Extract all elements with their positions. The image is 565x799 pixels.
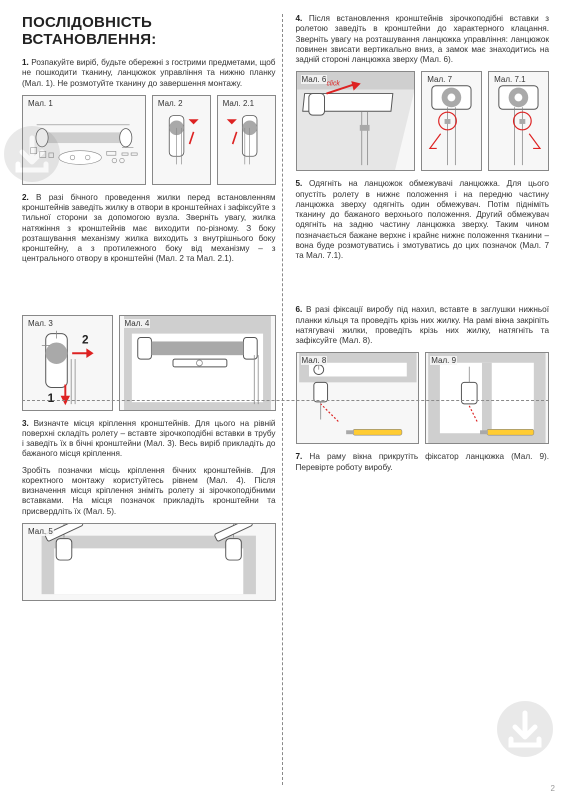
figure-2: Мал. 2: [152, 95, 211, 185]
step-3a: 3. Визначте місця кріплення кронштейнів.…: [22, 419, 276, 460]
fig1-svg: [23, 96, 145, 184]
fig-label: Мал. 2.1: [222, 99, 255, 108]
fig-label: Мал. 9: [430, 356, 457, 365]
figure-7-1: Мал. 7.1: [488, 71, 549, 171]
figure-9: Мал. 9: [425, 352, 549, 444]
step-1: 1. Розпакуйте виріб, будьте обережні з г…: [22, 58, 276, 89]
fig-label: Мал. 4: [124, 319, 151, 328]
fig-label: Мал. 8: [301, 356, 328, 365]
fig5-svg: [23, 524, 275, 600]
step-2: 2. В разі бічного проведення жилки перед…: [22, 193, 276, 265]
fig-label: Мал. 1: [27, 99, 54, 108]
page-title: ПОСЛІДОВНІСТЬ ВСТАНОВЛЕННЯ:: [22, 14, 276, 48]
step-6: 6. В разі фіксації виробу під нахил, вст…: [296, 305, 550, 346]
figure-3: Мал. 3 2 1: [22, 315, 113, 411]
figure-7: Мал. 7: [421, 71, 482, 171]
click-label: click: [326, 81, 340, 88]
left-column: ПОСЛІДОВНІСТЬ ВСТАНОВЛЕННЯ: 1. Розпакуйт…: [22, 14, 286, 789]
svg-text:2: 2: [82, 333, 89, 346]
fig-label: Мал. 6: [301, 75, 328, 84]
fig-label: Мал. 5: [27, 527, 54, 536]
fig3-svg: 2 1: [23, 316, 112, 410]
figure-6: Мал. 6 click: [296, 71, 416, 171]
fig-row-5: Мал. 8 Мал. 9: [296, 352, 550, 444]
figure-4: Мал. 4: [119, 315, 276, 411]
step-3b: Зробіть позначки місць кріплення бічних …: [22, 466, 276, 517]
fig7-svg: [422, 72, 481, 170]
figure-2-1: Мал. 2.1: [217, 95, 276, 185]
fig21-svg: [218, 96, 275, 184]
fig-row-3: Мал. 5: [22, 523, 276, 601]
step-5: 5. Одягніть на ланцюжок обмежувачі ланцю…: [296, 179, 550, 261]
fig8-svg: [297, 353, 419, 443]
fig-label: Мал. 2: [157, 99, 184, 108]
fig-label: Мал. 7: [426, 75, 453, 84]
figure-1: Мал. 1: [22, 95, 146, 185]
horizontal-divider: [22, 400, 549, 401]
fig9-svg: [426, 353, 548, 443]
step-7: 7. На раму вікна прикрутіть фіксатор лан…: [296, 452, 550, 473]
fig4-svg: [120, 316, 275, 410]
fig-label: Мал. 3: [27, 319, 54, 328]
fig6-svg: click: [297, 72, 415, 170]
fig-row-1: Мал. 1: [22, 95, 276, 185]
svg-text:1: 1: [48, 392, 55, 405]
fig71-svg: [489, 72, 548, 170]
step-4: 4. Після встановлення кронштейнів зірочк…: [296, 14, 550, 65]
fig-label: Мал. 7.1: [493, 75, 526, 84]
fig2-svg: [153, 96, 210, 184]
figure-8: Мал. 8: [296, 352, 420, 444]
right-column: 4. Після встановлення кронштейнів зірочк…: [286, 14, 550, 789]
fig-row-4: Мал. 6 click Мал. 7: [296, 71, 550, 171]
page-number: 2: [551, 784, 555, 793]
figure-5: Мал. 5: [22, 523, 276, 601]
fig-row-2: Мал. 3 2 1 Мал. 4: [22, 315, 276, 411]
